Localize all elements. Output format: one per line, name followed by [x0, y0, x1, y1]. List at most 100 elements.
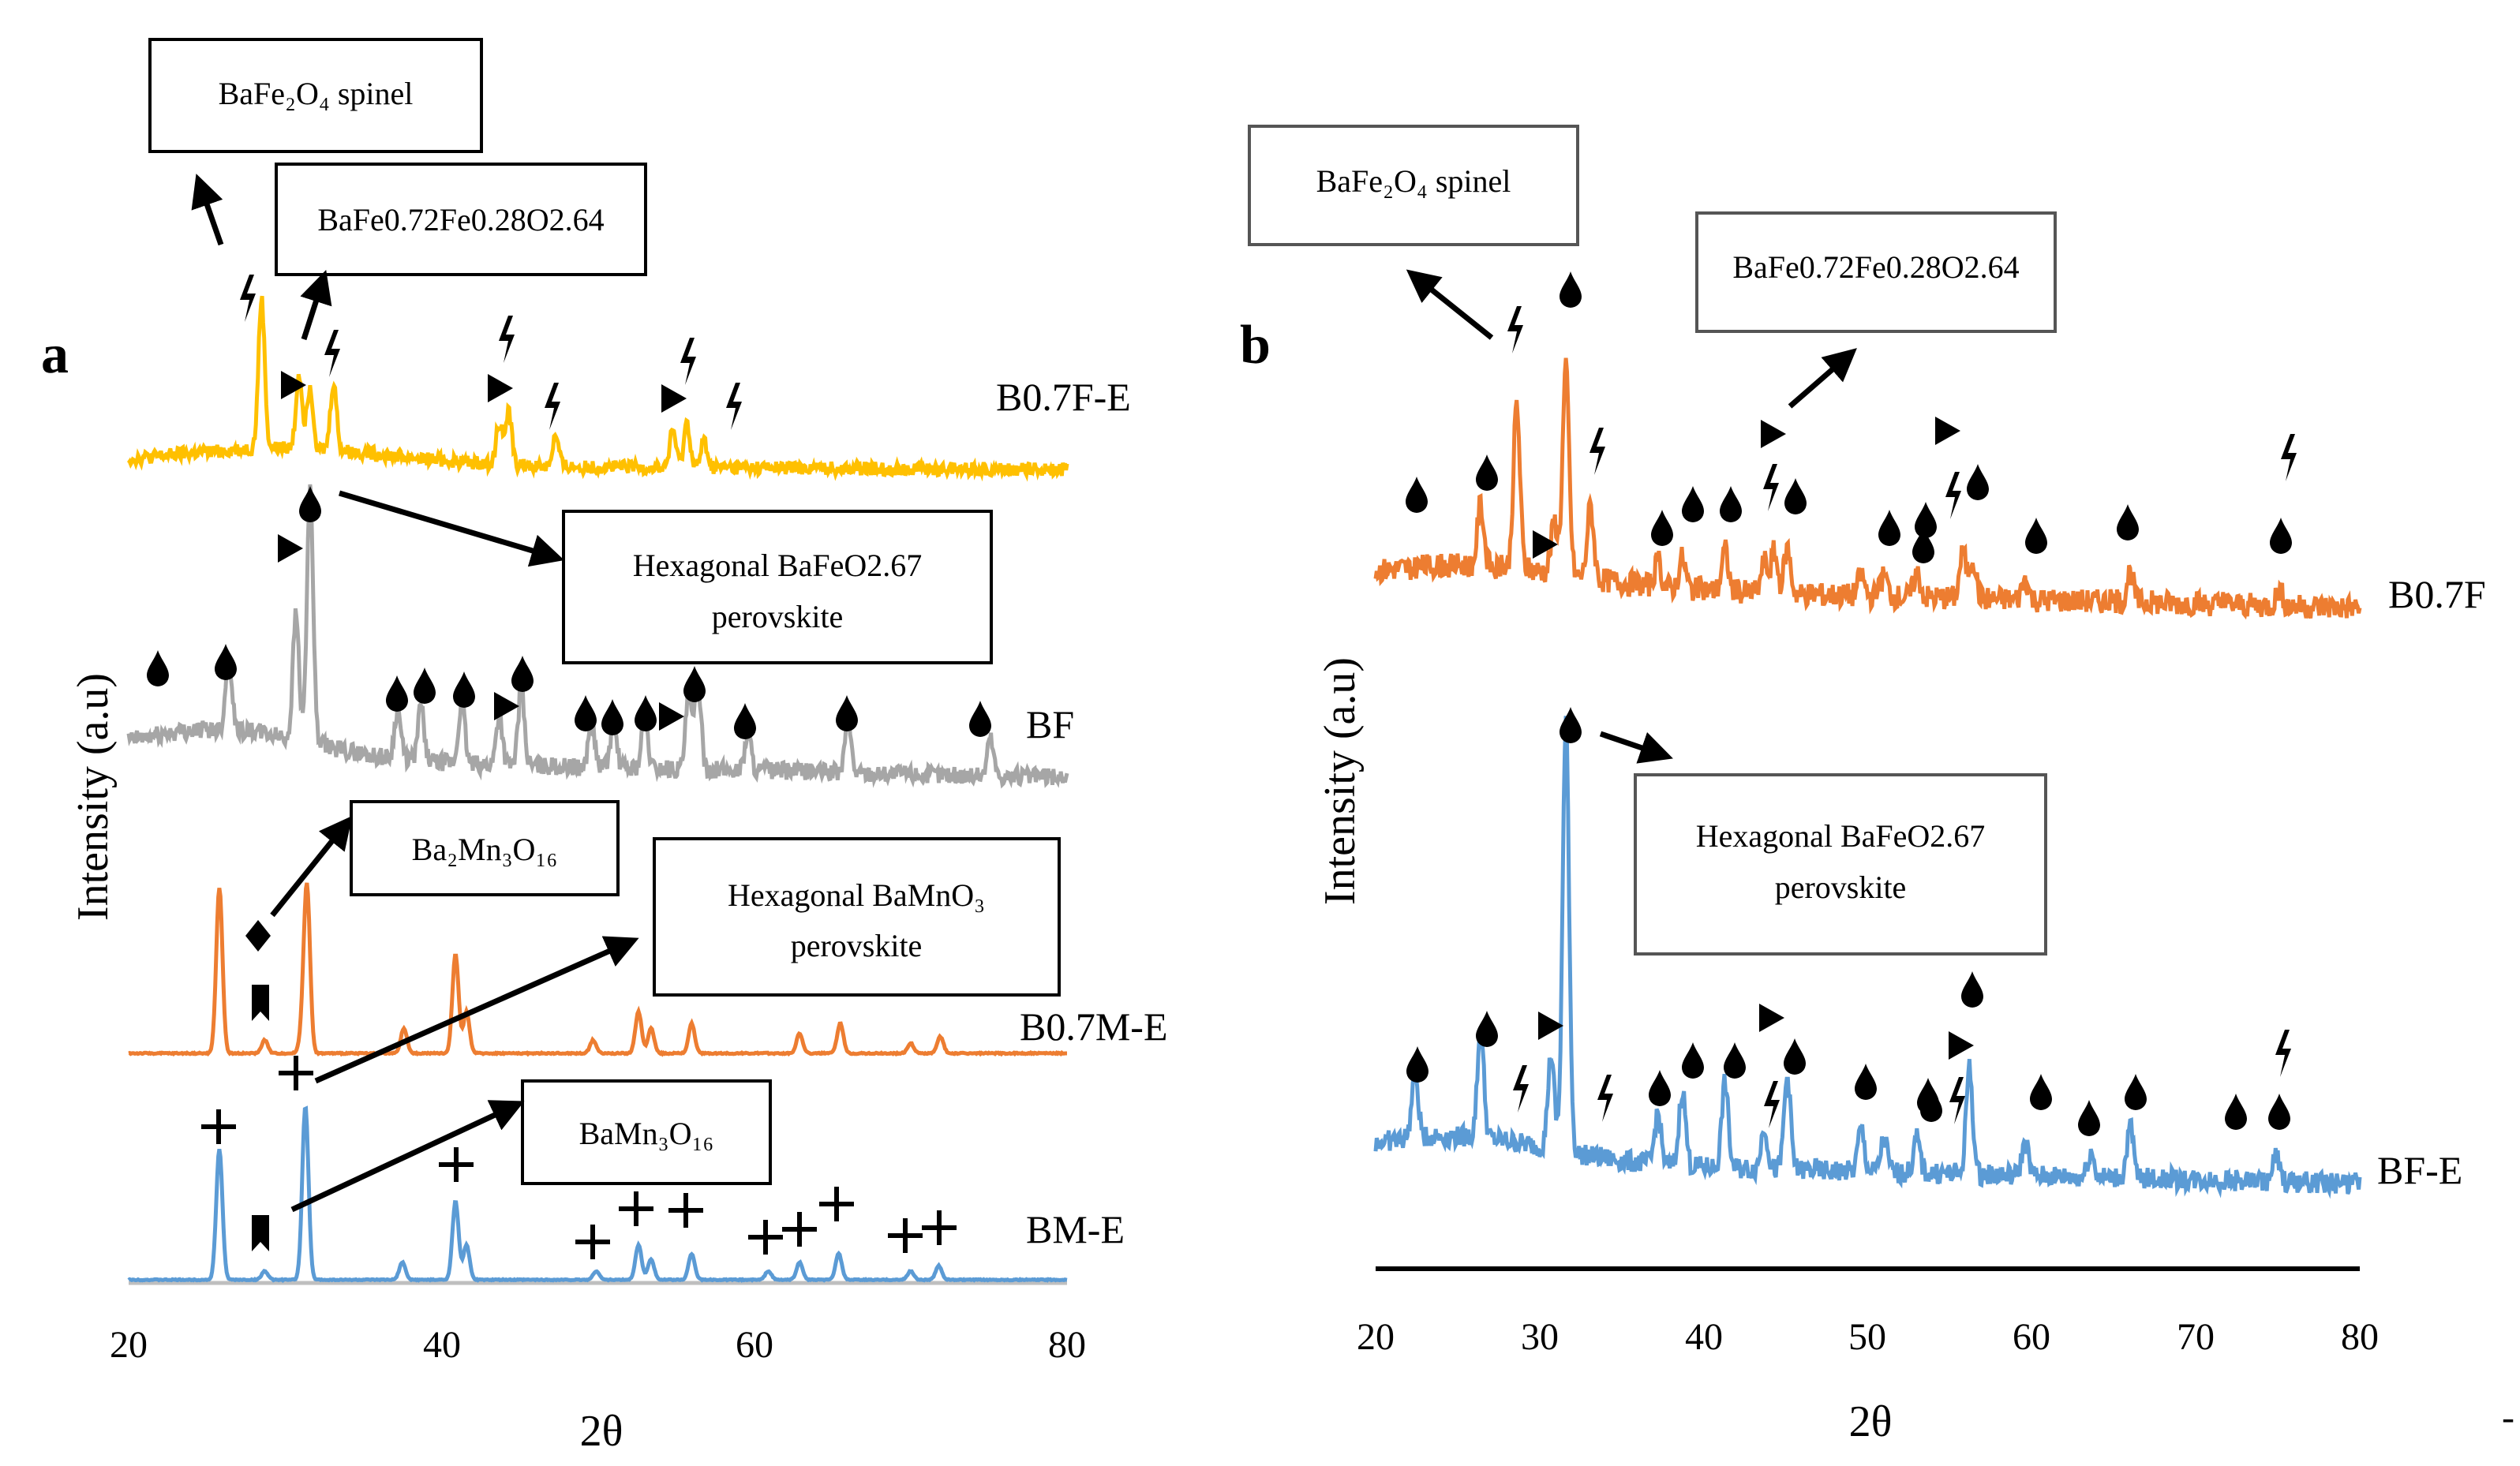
- drop-marker-icon: [2270, 518, 2292, 554]
- triangle-marker-icon: [1533, 530, 1558, 559]
- annotation-box-spinel-a: BaFe₂O₄ spinel: [148, 38, 483, 153]
- series-label-b07m-e: B0.7M-E: [1020, 1004, 1168, 1049]
- drop-marker-icon: [1724, 1042, 1746, 1079]
- plus-marker-icon: [575, 1225, 610, 1259]
- plus-marker-icon: [201, 1109, 236, 1144]
- drop-marker-icon: [1560, 271, 1582, 308]
- annotation-box-ba2mn3o16: Ba₂Mn₃O₁₆: [350, 800, 620, 896]
- triangle-marker-icon: [494, 692, 519, 720]
- triangle-marker-icon: [281, 371, 306, 399]
- a-tick-20: 20: [110, 1324, 148, 1366]
- drop-marker-icon: [1915, 502, 1937, 538]
- bookmark-marker-icon: [252, 985, 269, 1021]
- drop-marker-icon: [1917, 1078, 1939, 1114]
- lightning-marker-icon: [1945, 472, 1961, 519]
- a-tick-60: 60: [736, 1324, 773, 1366]
- drop-marker-icon: [386, 675, 408, 712]
- a-tick-40: 40: [423, 1324, 461, 1366]
- drop-marker-icon: [1961, 971, 1983, 1008]
- drop-marker-icon: [635, 695, 657, 731]
- series-label-bf-e: BF-E: [2377, 1148, 2462, 1192]
- drop-marker-icon: [414, 668, 436, 704]
- panel-a-x-label: 2θ: [580, 1407, 623, 1456]
- drop-marker-icon: [683, 666, 706, 702]
- plus-marker-icon: [619, 1191, 653, 1226]
- lightning-marker-icon: [680, 338, 696, 385]
- drop-marker-icon: [2268, 1094, 2290, 1130]
- series-line-b07f: [1373, 357, 2362, 620]
- drop-marker-icon: [2125, 1074, 2147, 1110]
- lightning-marker-icon: [1597, 1075, 1613, 1122]
- drop-marker-icon: [1476, 454, 1498, 491]
- a-tick-80: 80: [1048, 1324, 1086, 1366]
- drop-marker-icon: [1682, 486, 1704, 522]
- drop-marker-icon: [575, 695, 597, 731]
- plus-marker-icon: [819, 1187, 854, 1221]
- stray-mark: -: [2502, 1397, 2514, 1438]
- panel-a-phase-markers: [147, 275, 991, 1259]
- series-line-bf-e: [1373, 716, 2362, 1199]
- lightning-marker-icon: [1764, 1081, 1780, 1128]
- annotation-text: Hexagonal BaMnO₃: [728, 877, 985, 913]
- triangle-marker-icon: [1759, 1004, 1784, 1032]
- arrow-bafe072-a: [300, 270, 332, 341]
- drop-marker-icon: [215, 644, 237, 680]
- drop-marker-icon: [1560, 707, 1582, 743]
- triangle-marker-icon: [278, 534, 303, 563]
- arrow-ba2mn3o16: [270, 815, 353, 918]
- drop-marker-icon: [2225, 1094, 2247, 1130]
- annotation-text: BaMn₃O₁₆: [579, 1116, 714, 1151]
- drop-marker-icon: [1476, 1011, 1498, 1047]
- arrow-hex-bafeo-b: [1599, 731, 1673, 764]
- annotation-text: BaFe₂O₄ spinel: [1316, 163, 1511, 199]
- arrow-bafe072-b: [1788, 348, 1857, 409]
- annotation-box-hex-bafeo-a: Hexagonal BaFeO2.67 perovskite: [562, 510, 993, 664]
- drop-marker-icon: [734, 703, 756, 739]
- plus-marker-icon: [748, 1220, 783, 1255]
- panel-b-tick-labels: 20 30 40 50 60 70 80: [1357, 1316, 2379, 1358]
- lightning-marker-icon: [324, 330, 340, 377]
- annotation-text: Ba₂Mn₃O₁₆: [412, 832, 558, 867]
- drop-marker-icon: [147, 650, 169, 686]
- series-label-b07f-e: B0.7F-E: [996, 375, 1131, 419]
- annotation-text: perovskite: [712, 599, 844, 634]
- annotation-text: Hexagonal BaFeO2.67: [1696, 818, 1986, 854]
- panel-b-y-label: Intensity (a.u): [1316, 657, 1365, 905]
- lightning-marker-icon: [499, 316, 515, 363]
- drop-marker-icon: [299, 486, 321, 522]
- annotation-box-bamn3o16: BaMn₃O₁₆: [521, 1079, 772, 1185]
- plus-marker-icon: [668, 1193, 703, 1228]
- drop-marker-icon: [1855, 1064, 1877, 1100]
- annotation-box-bafe072-a: BaFe0.72Fe0.28O2.64: [275, 163, 647, 276]
- drop-marker-icon: [836, 695, 858, 731]
- series-label-bf: BF: [1026, 702, 1074, 746]
- triangle-marker-icon: [1538, 1012, 1563, 1040]
- series-line-b07f-e: [126, 295, 1069, 482]
- lightning-marker-icon: [1763, 464, 1779, 511]
- annotation-text: BaFe0.72Fe0.28O2.64: [317, 202, 604, 237]
- drop-marker-icon: [601, 699, 623, 735]
- drop-marker-icon: [2078, 1100, 2100, 1136]
- series-line-b07m-e: [128, 882, 1067, 1057]
- b-tick-20: 20: [1357, 1316, 1395, 1358]
- triangle-marker-icon: [1949, 1031, 1974, 1060]
- annotation-box-hex-bamno3: Hexagonal BaMnO₃ perovskite: [653, 837, 1061, 997]
- drop-marker-icon: [1649, 1070, 1671, 1106]
- plus-marker-icon: [888, 1218, 923, 1253]
- panel-b-x-label: 2θ: [1849, 1397, 1893, 1446]
- panel-b-label: b: [1240, 315, 1271, 376]
- arrow-hex-bafeo-a: [338, 490, 565, 567]
- panel-a-y-label: Intensity (a.u): [69, 673, 118, 921]
- drop-marker-icon: [1651, 510, 1673, 546]
- series-line-bf: [126, 484, 1069, 789]
- annotation-text: Hexagonal BaFeO2.67: [633, 548, 923, 583]
- series-label-bm-e: BM-E: [1026, 1207, 1125, 1251]
- triangle-marker-icon: [1935, 417, 1960, 445]
- triangle-marker-icon: [488, 374, 513, 402]
- drop-marker-icon: [1406, 1046, 1428, 1083]
- drop-marker-icon: [2030, 1074, 2052, 1110]
- b-tick-60: 60: [2013, 1316, 2050, 1358]
- plus-marker-icon: [782, 1212, 817, 1247]
- b-tick-40: 40: [1685, 1316, 1723, 1358]
